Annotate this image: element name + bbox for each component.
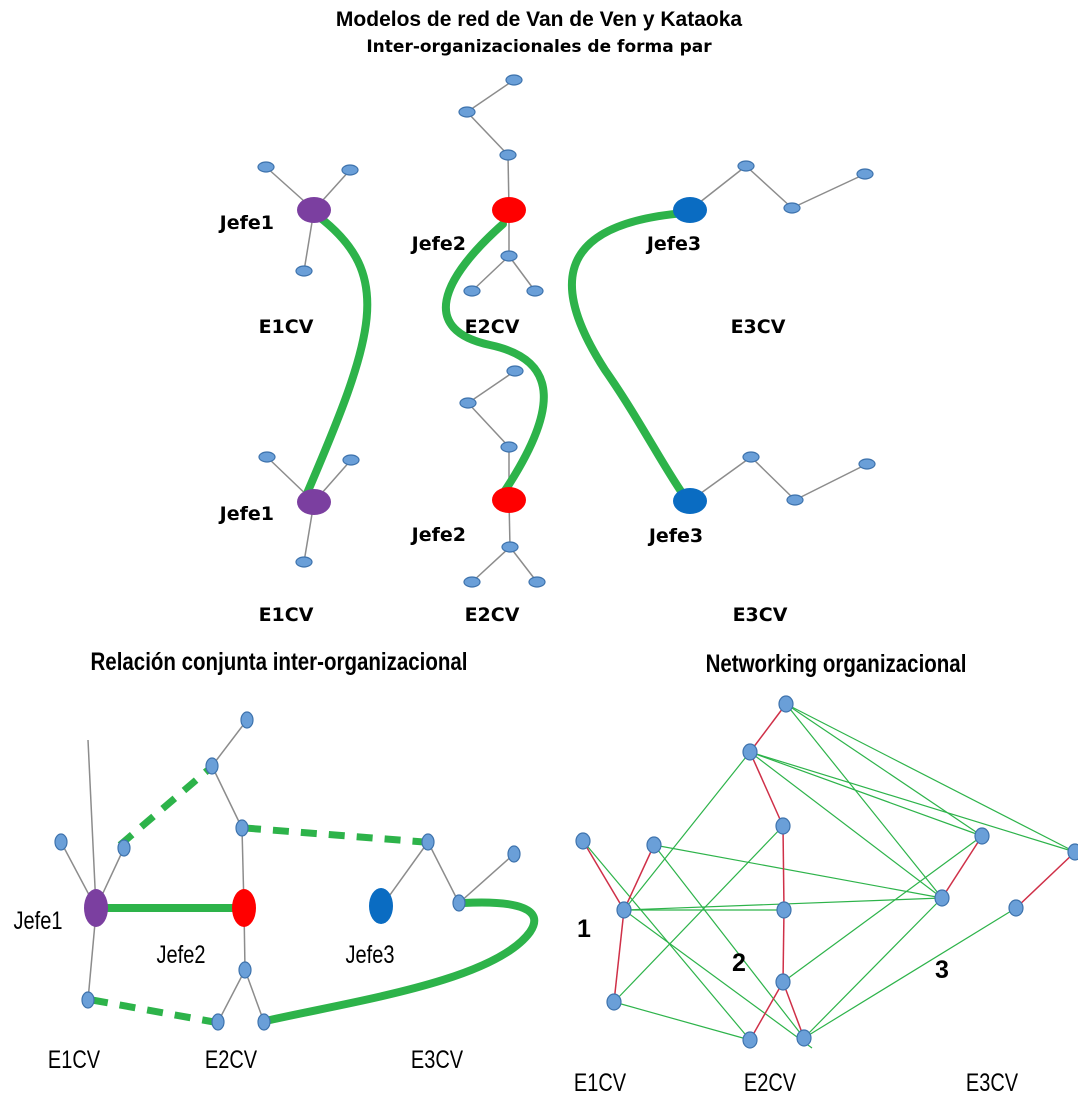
top-jefe1-label-lower: Jefe1 [218,503,274,525]
left-jefe2-node [232,889,256,927]
left-jefe3-label: Jefe3 [346,941,395,969]
right-e3-label: E3CV [966,1069,1018,1097]
left-dashed-link-3 [91,996,215,1026]
top-upper-nodes [257,74,874,297]
top-jefe1-label: Jefe1 [218,212,274,234]
left-dashed-link-1 [117,767,211,848]
top-e3-label: E3CV [731,316,786,338]
left-e2-label: E2CV [205,1046,257,1074]
right-num-1: 1 [577,915,591,943]
top-link-jefe2 [442,220,548,502]
top-jefe3-label-lower: Jefe3 [647,525,703,547]
subtitle: Inter-organizacionales de forma par [366,37,712,57]
top-link-jefe1 [301,212,372,502]
right-heading: Networking organizacional [706,649,967,677]
top-jefe2-label-lower: Jefe2 [410,524,466,546]
left-jefe3-node [369,888,393,924]
right-green-links [582,703,1076,1049]
top-jefe2-node-lower [492,487,526,513]
top-e1-label-lower: E1CV [259,604,314,626]
top-jefe1-node [297,197,331,223]
right-nodes [575,695,1078,1049]
top-lower-edges [266,370,868,583]
networking-network: 1 2 3 E1CV E2CV E3CV [574,695,1078,1097]
joint-relation-network: Jefe1 Jefe2 Jefe3 E1CV E2CV E3CV [14,711,539,1074]
right-num-3: 3 [935,956,949,984]
left-jefe2-label: Jefe2 [157,941,206,969]
top-jefe2-label: Jefe2 [410,233,466,255]
right-e2-label: E2CV [744,1069,796,1097]
left-dashed-link-2 [244,824,425,846]
top-link-jefe3 [568,209,691,504]
top-e1-label: E1CV [259,316,314,338]
right-red-links [582,703,1076,1041]
left-e1-label: E1CV [48,1046,100,1074]
top-jefe2-node [492,197,526,223]
title: Modelos de red de Van de Ven y Kataoka [336,8,742,31]
left-jefe1-node [84,889,108,927]
left-e3-label: E3CV [411,1046,463,1074]
top-pair-network: Jefe1 Jefe2 Jefe3 E1CV E2CV E3CV Jefe1 J… [218,74,876,626]
right-num-2: 2 [732,949,746,977]
top-jefe3-node-lower [673,488,707,514]
right-e1-label: E1CV [574,1069,626,1097]
left-small-nodes [54,711,521,1031]
top-e2-label-lower: E2CV [465,604,520,626]
left-curve-link [266,898,539,1024]
top-jefe3-label: Jefe3 [645,233,701,255]
left-jefe1-label: Jefe1 [14,907,63,935]
left-heading: Relación conjunta inter-organizacional [90,647,467,675]
top-jefe3-node [673,197,707,223]
top-e2-label: E2CV [465,316,520,338]
top-e3-label-lower: E3CV [733,604,788,626]
top-jefe1-node-lower [297,489,331,515]
top-lower-nodes [258,365,876,588]
